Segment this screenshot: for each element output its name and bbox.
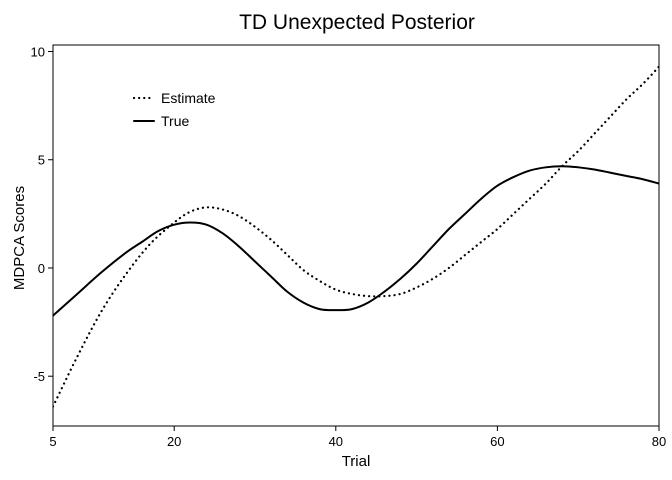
y-tick-label: 5 <box>38 153 45 168</box>
plot-panel-border <box>52 44 660 427</box>
x-axis: 5 20 40 60 80 <box>49 426 666 449</box>
y-axis-title: MDPCA Scores <box>11 186 28 290</box>
legend-label-estimate: Estimate <box>161 90 216 106</box>
y-tick-label: 0 <box>38 261 45 276</box>
legend: Estimate True <box>132 90 216 129</box>
x-tick-label: 60 <box>490 434 504 449</box>
y-tick-label: 10 <box>31 44 45 59</box>
x-tick-label: 80 <box>652 434 666 449</box>
series-line-estimate <box>53 65 659 408</box>
x-tick-label: 40 <box>329 434 343 449</box>
x-tick-label: 5 <box>49 434 56 449</box>
y-axis: -5 0 5 10 <box>31 44 53 384</box>
y-tick-label: -5 <box>33 369 45 384</box>
legend-label-true: True <box>161 113 189 129</box>
x-tick-label: 20 <box>167 434 181 449</box>
x-axis-title: Trial <box>342 453 371 470</box>
series-line-true <box>53 165 659 317</box>
series-layer <box>53 65 659 408</box>
chart-title: TD Unexpected Posterior <box>239 11 475 34</box>
